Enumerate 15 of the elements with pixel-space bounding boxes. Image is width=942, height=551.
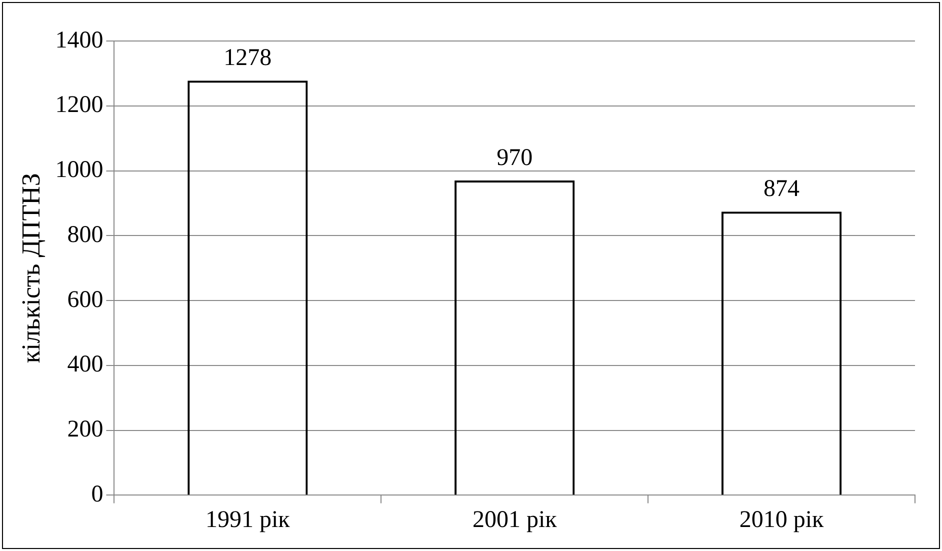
y-tick-label: 0 [91, 481, 104, 508]
y-tick-label: 800 [67, 222, 104, 248]
x-tick-label: 1991 рік [206, 506, 290, 533]
data-label: 1278 [224, 44, 272, 71]
y-tick-label: 400 [67, 352, 104, 378]
y-tick-label: 1400 [55, 27, 104, 54]
x-tick-label: 2010 рік [739, 506, 824, 533]
data-label: 970 [496, 144, 533, 171]
y-tick-label: 200 [67, 416, 104, 443]
y-tick-label: 1200 [55, 92, 104, 118]
y-tick-label: 600 [67, 286, 104, 313]
y-axis-title: кількість ДПТНЗ [16, 173, 46, 364]
data-label: 874 [764, 176, 800, 202]
y-tick-label: 1000 [55, 157, 104, 184]
x-tick-label: 2001 рік [472, 506, 558, 533]
